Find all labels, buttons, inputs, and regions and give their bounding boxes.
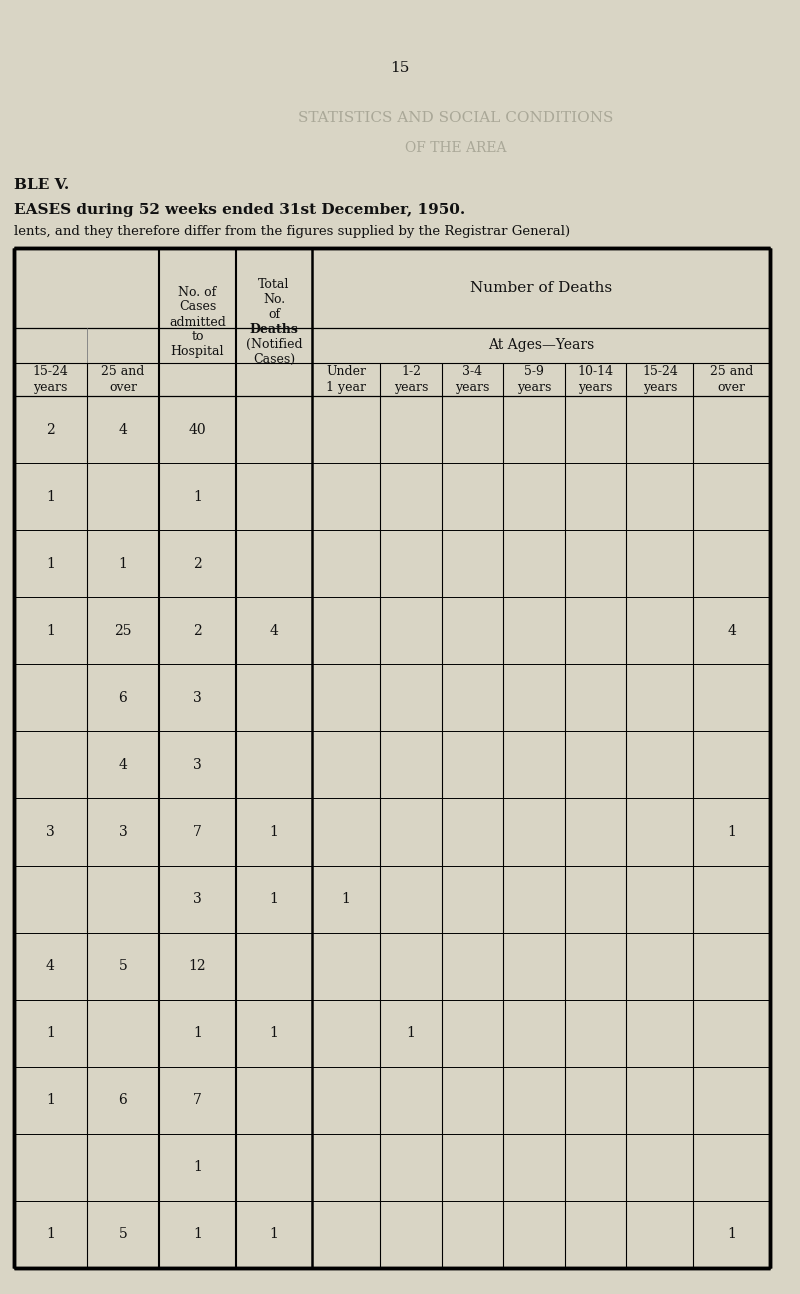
- Text: Cases: Cases: [179, 300, 216, 313]
- Text: 25 and: 25 and: [710, 365, 754, 378]
- Text: No. of: No. of: [178, 286, 217, 299]
- Text: years: years: [517, 380, 551, 393]
- Text: 4: 4: [727, 624, 736, 638]
- Text: 1: 1: [342, 892, 350, 906]
- Text: 2: 2: [193, 556, 202, 571]
- Text: 1: 1: [46, 1026, 54, 1040]
- Text: 12: 12: [189, 959, 206, 973]
- Text: 3: 3: [118, 826, 127, 839]
- Text: 1: 1: [406, 1026, 415, 1040]
- Text: 3: 3: [193, 691, 202, 705]
- Text: 7: 7: [193, 826, 202, 839]
- Text: 10-14: 10-14: [578, 365, 614, 378]
- Text: 1: 1: [270, 1026, 278, 1040]
- Text: 1: 1: [118, 556, 127, 571]
- Text: years: years: [33, 380, 67, 393]
- Text: 3-4: 3-4: [462, 365, 482, 378]
- Text: 5: 5: [118, 1228, 127, 1241]
- Text: 6: 6: [118, 691, 127, 705]
- Text: years: years: [578, 380, 613, 393]
- Text: No.: No.: [263, 292, 285, 305]
- Text: 1: 1: [270, 1228, 278, 1241]
- Text: 25: 25: [114, 624, 132, 638]
- Text: Number of Deaths: Number of Deaths: [470, 281, 612, 295]
- Text: 1-2: 1-2: [401, 365, 421, 378]
- Text: At Ages—Years: At Ages—Years: [488, 339, 594, 352]
- Text: 1: 1: [193, 1026, 202, 1040]
- Text: EASES during 52 weeks ended 31st December, 1950.: EASES during 52 weeks ended 31st Decembe…: [14, 203, 466, 217]
- Text: Hospital: Hospital: [170, 345, 224, 358]
- Text: 4: 4: [270, 624, 278, 638]
- Text: BLE V.: BLE V.: [14, 179, 70, 192]
- Text: 4: 4: [118, 423, 127, 436]
- Text: 1: 1: [727, 826, 736, 839]
- Text: over: over: [718, 380, 746, 393]
- Text: 15-24: 15-24: [642, 365, 678, 378]
- Text: 3: 3: [46, 826, 54, 839]
- Text: 1: 1: [46, 1093, 54, 1108]
- Text: (Notified: (Notified: [246, 338, 302, 351]
- Text: years: years: [394, 380, 428, 393]
- Text: 1: 1: [46, 556, 54, 571]
- Text: over: over: [109, 380, 137, 393]
- Text: 2: 2: [193, 624, 202, 638]
- Text: to: to: [191, 330, 204, 343]
- Text: lents, and they therefore differ from the figures supplied by the Registrar Gene: lents, and they therefore differ from th…: [14, 225, 570, 238]
- Text: OF THE AREA: OF THE AREA: [406, 141, 506, 155]
- Text: 3: 3: [193, 892, 202, 906]
- Text: Under: Under: [326, 365, 366, 378]
- Text: 40: 40: [189, 423, 206, 436]
- Text: 1: 1: [193, 489, 202, 503]
- Text: Total: Total: [258, 278, 290, 291]
- Text: years: years: [455, 380, 490, 393]
- Text: 1: 1: [46, 624, 54, 638]
- Text: 4: 4: [118, 758, 127, 773]
- Text: admitted: admitted: [169, 316, 226, 329]
- Text: 5: 5: [118, 959, 127, 973]
- Text: 4: 4: [46, 959, 54, 973]
- Text: 15-24: 15-24: [32, 365, 68, 378]
- Text: 3: 3: [193, 758, 202, 773]
- Text: 1: 1: [270, 892, 278, 906]
- Text: Cases): Cases): [253, 353, 295, 366]
- Text: 7: 7: [193, 1093, 202, 1108]
- Text: 2: 2: [46, 423, 54, 436]
- Text: 25 and: 25 and: [102, 365, 145, 378]
- Text: 1 year: 1 year: [326, 380, 366, 393]
- Text: 1: 1: [46, 1228, 54, 1241]
- Text: 1: 1: [270, 826, 278, 839]
- Text: STATISTICS AND SOCIAL CONDITIONS: STATISTICS AND SOCIAL CONDITIONS: [298, 111, 614, 126]
- Text: 15: 15: [390, 61, 410, 75]
- Text: Deaths: Deaths: [250, 324, 298, 336]
- Text: 1: 1: [193, 1228, 202, 1241]
- Text: 1: 1: [46, 489, 54, 503]
- Text: 1: 1: [193, 1161, 202, 1175]
- Text: years: years: [642, 380, 677, 393]
- Text: 6: 6: [118, 1093, 127, 1108]
- Text: 5-9: 5-9: [524, 365, 544, 378]
- Text: 1: 1: [727, 1228, 736, 1241]
- Text: of: of: [268, 308, 280, 321]
